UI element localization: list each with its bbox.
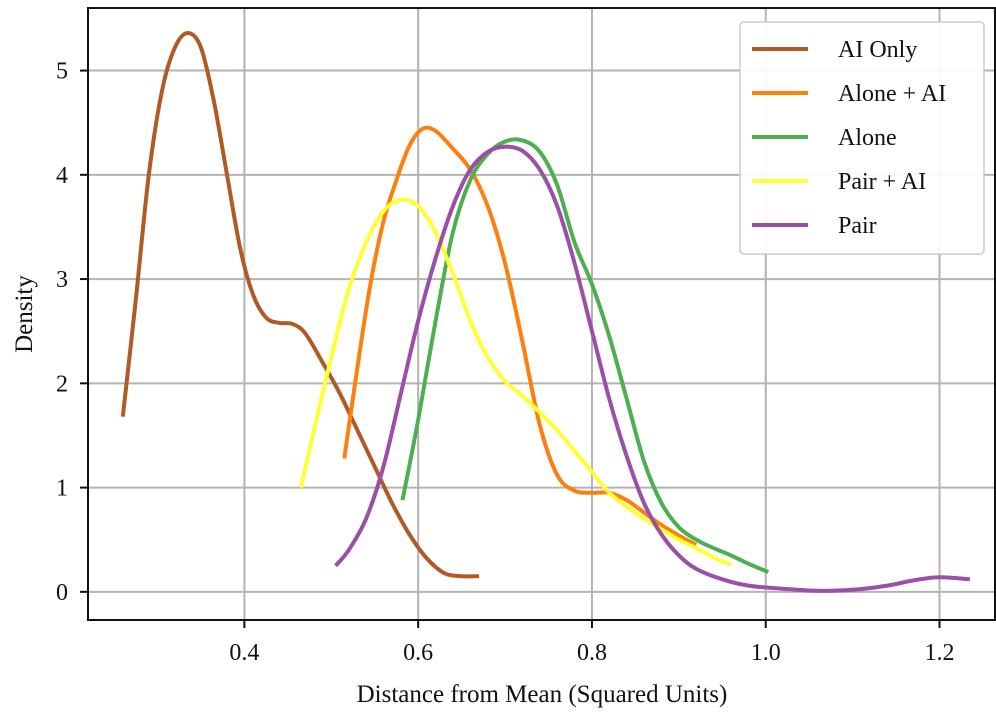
y-tick-label: 0: [56, 580, 68, 606]
x-tick-label: 1.2: [925, 640, 955, 666]
x-tick-label: 0.8: [577, 640, 607, 666]
legend-box: [739, 21, 985, 255]
y-tick-label: 2: [56, 371, 68, 397]
y-axis-title: Density: [11, 275, 38, 353]
legend-label-ai-only: AI Only: [838, 37, 917, 63]
y-tick-label: 1: [56, 476, 68, 502]
x-tick-label: 0.4: [229, 640, 259, 666]
series-line-pair: [334, 144, 971, 593]
x-tick-label: 0.6: [403, 640, 433, 666]
y-tick-label: 5: [56, 59, 68, 85]
x-axis-title: Distance from Mean (Squared Units): [357, 681, 728, 708]
legend-label-pair-ai: Pair + AI: [838, 169, 926, 195]
x-tick-label: 1.0: [751, 640, 781, 666]
legend-label-alone: Alone: [838, 125, 897, 151]
series-line-alone: [400, 137, 770, 574]
axis-ticks: 0.4 0.6 0.8 1.0 1.2 0 1 2 3 4 5: [56, 59, 955, 666]
series-line-ai-only: [120, 31, 480, 579]
legend-label-alone-ai: Alone + AI: [838, 81, 946, 107]
plot-frame: [87, 7, 996, 621]
legend: AI Only Alone + AI Alone Pair + AI Pair: [739, 21, 985, 255]
legend-label-pair: Pair: [838, 213, 877, 239]
y-tick-label: 4: [56, 163, 68, 189]
series-lines: [120, 31, 971, 593]
y-tick-label: 3: [56, 267, 68, 293]
